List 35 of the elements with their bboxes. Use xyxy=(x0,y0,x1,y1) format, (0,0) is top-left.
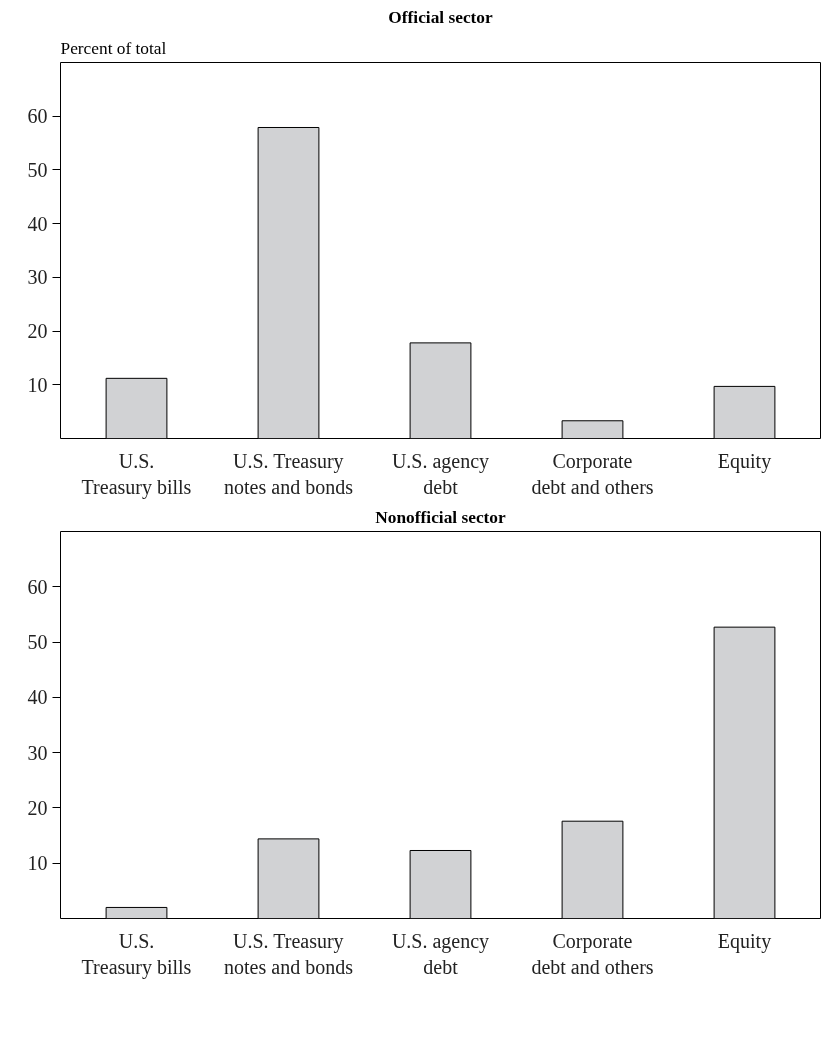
bar xyxy=(561,420,624,439)
x-tick-label: Corporate debt and others xyxy=(531,929,654,978)
y-tick-label: 40 xyxy=(27,212,48,235)
bar xyxy=(409,342,472,439)
x-tick-label: Equity xyxy=(717,929,772,953)
x-tick-label: U.S. Treasury bills xyxy=(81,929,192,979)
x-tick-label: U.S. Treasury notes and bonds xyxy=(224,929,354,978)
y-axis-title: Percent of total xyxy=(60,38,167,58)
y-tick-label: 20 xyxy=(27,796,48,819)
y-tick-label: 20 xyxy=(27,320,48,343)
y-tick-label: 30 xyxy=(27,266,48,289)
bar xyxy=(257,838,320,919)
bar xyxy=(105,906,168,919)
y-tick-label: 60 xyxy=(27,575,48,598)
y-tick-label: 40 xyxy=(27,686,48,709)
x-tick-label: U.S. Treasury notes and bonds xyxy=(224,449,354,498)
y-tick-label: 30 xyxy=(27,741,48,764)
y-tick-label: 50 xyxy=(27,631,48,654)
y-tick-label: 10 xyxy=(27,373,48,396)
y-tick-label: 10 xyxy=(27,852,48,875)
bar xyxy=(105,377,168,439)
x-tick-label: U.S. agency debt xyxy=(391,449,490,498)
x-tick-label: Corporate debt and others xyxy=(531,449,654,498)
chart-title: Official sector xyxy=(388,7,494,27)
bar xyxy=(561,820,624,919)
y-tick-label: 50 xyxy=(27,158,48,181)
x-tick-label: U.S. Treasury bills xyxy=(81,449,192,499)
x-tick-label: U.S. agency debt xyxy=(391,929,490,978)
y-tick-label: 60 xyxy=(27,105,48,128)
chart-title: Nonofficial sector xyxy=(375,507,507,527)
x-tick-label: Equity xyxy=(717,449,772,473)
bar xyxy=(713,385,776,439)
bar xyxy=(257,126,320,439)
bar xyxy=(713,626,776,919)
bar xyxy=(409,850,472,919)
